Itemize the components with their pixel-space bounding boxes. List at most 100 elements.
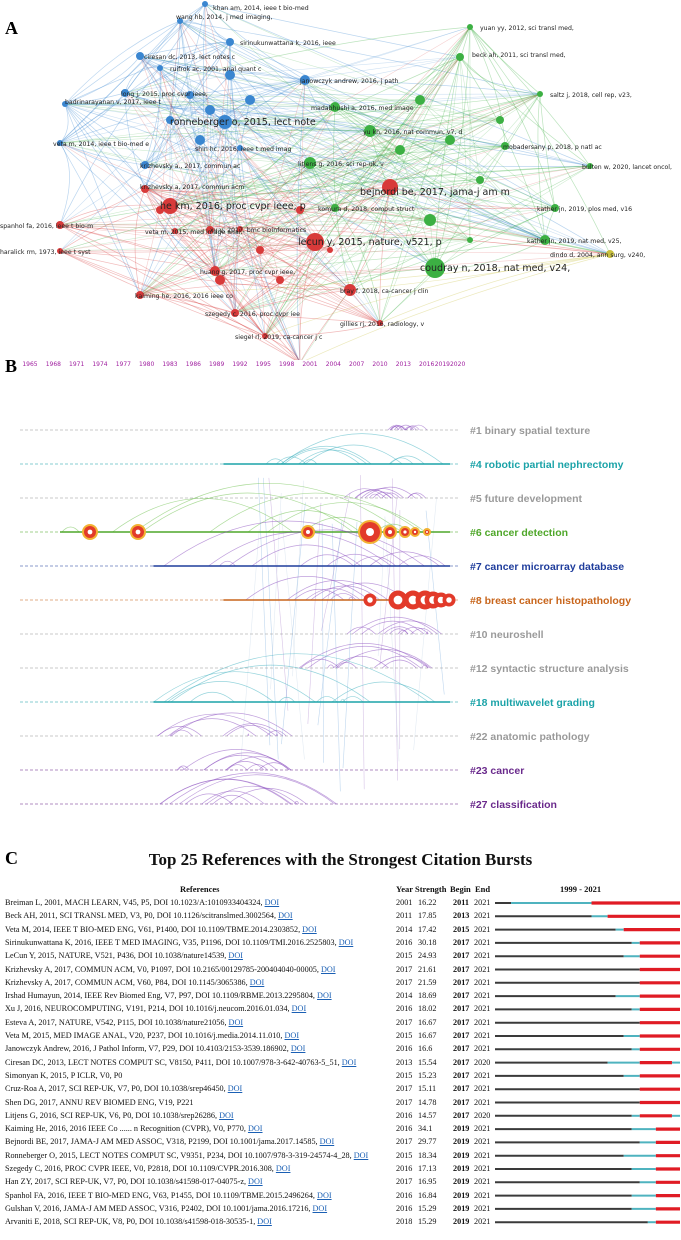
network-node-minor	[215, 275, 225, 285]
doi-link[interactable]: DOI	[290, 1044, 306, 1054]
network-node	[262, 333, 268, 339]
table-cell-begin: 2017	[453, 991, 470, 1001]
table-cell-strength: 15.29	[418, 1203, 437, 1213]
table-cell-year: 2013	[396, 1057, 413, 1067]
network-node-minor	[445, 135, 455, 145]
table-cell-end: 2021	[474, 937, 491, 947]
doi-link[interactable]: DOI	[275, 1164, 291, 1173]
timeline-cluster-label: #18 multiwavelet grading	[470, 697, 595, 709]
doi-link[interactable]: DOI	[284, 1031, 300, 1040]
table-cell-year: 2017	[396, 1097, 413, 1107]
table-cell-strength: 29.77	[418, 1137, 437, 1147]
table-cell-strength: 15.29	[418, 1217, 437, 1227]
doi-link[interactable]: DOI	[278, 911, 293, 921]
network-node-minor	[205, 105, 215, 115]
doi-link[interactable]: DOI	[257, 1217, 272, 1227]
doi-link[interactable]: DOI	[320, 964, 336, 974]
doi-link[interactable]: DOI	[249, 977, 265, 987]
network-node-minor	[395, 145, 405, 155]
network-node-label: bejnordi be, 2017, jama-j am m	[360, 187, 510, 198]
table-cell-end: 2021	[474, 964, 491, 974]
doi-link[interactable]: DOI	[317, 1190, 332, 1200]
network-node	[306, 233, 324, 251]
timeline-cluster-label: #1 binary spatial texture	[470, 425, 590, 437]
table-cell-end: 2021	[474, 1004, 491, 1014]
timeline-cluster-label: #6 cancer detection	[470, 527, 568, 539]
timeline-cluster-label: #27 classification	[470, 799, 557, 811]
table-cell-begin: 2019	[453, 1177, 470, 1187]
doi-link[interactable]: DOI	[227, 1084, 243, 1094]
network-node-label: saltz j, 2018, cell rep, v23,	[550, 92, 632, 99]
table-cell-strength: 24.93	[418, 951, 437, 961]
table-cell-end: 2021	[474, 1190, 491, 1200]
col-header-range: 1999 - 2021	[560, 884, 602, 894]
network-node-label: veta m, 2015, med image anal,	[145, 229, 242, 236]
table-cell-strength: 16.95	[418, 1177, 437, 1187]
network-node	[364, 125, 376, 137]
table-row-reference: Simonyan K, 2015, P ICLR, V0, P0	[5, 1070, 123, 1080]
timeline-cluster-label: #12 syntactic structure analysis	[470, 663, 629, 675]
network-node-label: haralick rm, 1973, ieee t syst	[0, 249, 91, 256]
table-cell-year: 2001	[396, 898, 413, 907]
network-node-minor	[256, 246, 264, 254]
timeline-year-label: 1980	[139, 361, 154, 368]
table-cell-strength: 16.22	[418, 898, 437, 907]
network-node	[62, 101, 68, 107]
table-row-reference: LeCun Y, 2015, NATURE, V521, P436, DOI 1…	[5, 951, 243, 961]
timeline-year-label: 1977	[116, 361, 131, 368]
doi-link[interactable]: DOI	[317, 991, 332, 1001]
network-node-minor	[467, 237, 473, 243]
col-header-end: End	[475, 884, 491, 894]
network-node-label: ruifrok ac, 2001, anal quant c	[170, 66, 262, 73]
table-cell-strength: 17.42	[418, 924, 437, 934]
table-cell-year: 2015	[396, 951, 413, 961]
doi-link[interactable]: DOI	[291, 1004, 307, 1014]
table-cell-strength: 21.61	[418, 964, 437, 974]
table-cell-strength: 16.67	[418, 1031, 437, 1040]
doi-link[interactable]: DOI	[219, 1110, 234, 1120]
network-node-minor	[415, 95, 425, 105]
doi-link[interactable]: DOI	[264, 898, 280, 907]
table-cell-strength: 18.69	[418, 991, 437, 1001]
table-cell-strength: 30.18	[418, 937, 437, 947]
doi-link[interactable]: DOI	[353, 1150, 369, 1160]
table-cell-year: 2014	[396, 991, 413, 1001]
table-row-reference: Ciresan DC, 2013, LECT NOTES COMPUT SC, …	[5, 1057, 357, 1067]
timeline-year-label: 1989	[209, 361, 224, 368]
timeline-year-label: 2001	[302, 361, 317, 368]
timeline-year-label: 1974	[92, 361, 107, 368]
network-node-label: szegedy c, 2016, proc cvpr iee	[205, 311, 300, 318]
col-header-strength: Strength	[415, 884, 447, 894]
network-node	[226, 38, 234, 46]
doi-link[interactable]: DOI	[302, 924, 317, 934]
table-cell-year: 2015	[396, 1031, 413, 1040]
network-node	[57, 140, 63, 146]
table-cell-end: 2021	[474, 1203, 491, 1213]
doi-link[interactable]: DOI	[247, 1124, 263, 1134]
doi-link[interactable]: DOI	[312, 1203, 328, 1213]
network-node-label: gillies rj, 2016, radiology, v	[340, 321, 424, 328]
doi-link[interactable]: DOI	[319, 1137, 335, 1147]
doi-link[interactable]: DOI	[228, 1017, 244, 1027]
table-cell-begin: 2019	[453, 1203, 470, 1213]
table-row-reference: Gulshan V, 2016, JAMA-J AM MED ASSOC, V3…	[5, 1203, 328, 1213]
table-row-reference: Esteva A, 2017, NATURE, V542, P115, DOI …	[5, 1017, 244, 1027]
network-node	[231, 309, 239, 317]
network-node-label: sirinukunwattana k, 2016, ieee	[240, 40, 336, 47]
table-cell-year: 2018	[396, 1217, 413, 1227]
network-node	[172, 228, 178, 234]
table-cell-year: 2017	[396, 1084, 413, 1094]
doi-link[interactable]: DOI	[341, 1057, 357, 1067]
table-cell-strength: 15.54	[418, 1057, 437, 1067]
network-node	[210, 266, 220, 276]
table-cell-begin: 2011	[453, 898, 469, 907]
network-node	[162, 198, 178, 214]
doi-link[interactable]: DOI	[228, 951, 243, 961]
table-cell-year: 2017	[396, 977, 413, 987]
network-node	[237, 226, 243, 232]
timeline-year-label: 20192020	[435, 361, 466, 368]
doi-link[interactable]: DOI	[248, 1177, 263, 1187]
network-node-label: yu kh, 2016, nat commun, v7, d	[363, 129, 462, 136]
network-node-label: siegel rl, 2019, ca-cancer j c	[235, 334, 323, 341]
doi-link[interactable]: DOI	[338, 937, 354, 947]
